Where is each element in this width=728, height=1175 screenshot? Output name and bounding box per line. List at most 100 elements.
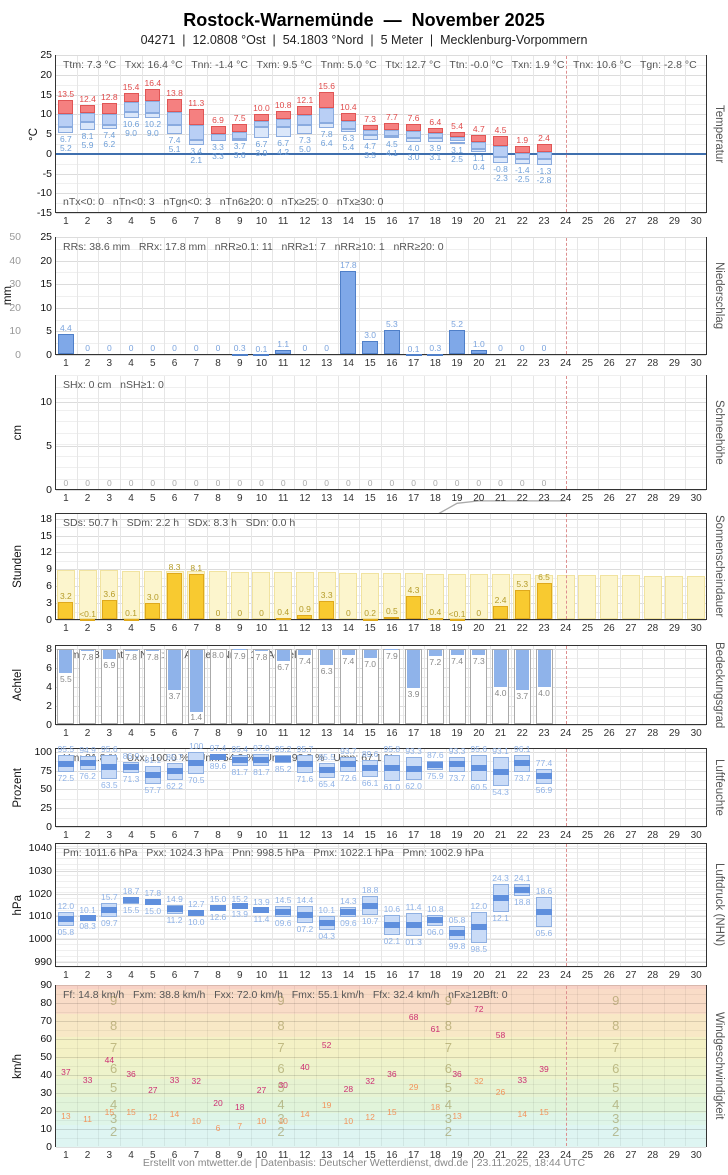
wind-gust-label: 37 <box>61 1067 71 1078</box>
gridline-v-day <box>402 646 404 724</box>
cloud-frame-bar <box>296 648 314 724</box>
temp-ground-label: 9.0 <box>125 128 137 139</box>
sunshine-bar <box>145 603 161 619</box>
beaufort-number: 8 <box>612 1017 620 1033</box>
luftdruck-side-text: Luftdruck (NHN) <box>713 863 725 947</box>
gridline-v-day <box>315 986 317 1146</box>
sunshine-label: 0.5 <box>385 606 398 617</box>
bedeckungsgrad-unit-text: Achtel <box>12 669 24 701</box>
day-label: 5 <box>150 728 156 739</box>
precip-bar <box>231 353 248 356</box>
luftdruck-unit-label: hPa <box>10 843 26 967</box>
luftdruck-min-label: 05.8 <box>57 927 75 938</box>
gridline-v-day <box>337 56 339 212</box>
wind-gust-label: 39 <box>539 1063 549 1074</box>
gridline-h-minor <box>56 1093 706 1094</box>
luftfeuchte-max-label: 93.3 <box>405 745 422 756</box>
daylength-bar <box>687 576 706 619</box>
snow-label: 0 <box>215 478 221 488</box>
gridline-v-day <box>120 514 122 619</box>
gridline-h-major <box>56 237 706 238</box>
day-label: 2 <box>84 623 91 634</box>
cloud-label: 4.0 <box>538 687 550 698</box>
daylength-bar <box>361 572 380 619</box>
cloud-fill-bar <box>428 649 442 657</box>
wind-mean-label: 7 <box>237 1121 243 1132</box>
wind-gust-label: 33 <box>517 1074 527 1085</box>
wind-mean-label: 10 <box>256 1116 267 1126</box>
cloud-fill-bar <box>363 649 377 659</box>
sunshine-bar <box>58 601 74 619</box>
sunshine-label: 3.2 <box>59 590 72 601</box>
gridline-v-day <box>337 646 339 724</box>
day-label: 15 <box>364 623 376 634</box>
luftdruck-mean-band <box>101 907 118 914</box>
sunshine-bar <box>493 606 509 619</box>
day-label: 9 <box>236 970 243 981</box>
temp-ground-label: 3.1 <box>429 151 442 162</box>
daylength-bar <box>600 575 619 619</box>
luftfeuchte-mean-band <box>296 761 313 768</box>
gridline-v-day <box>576 238 578 354</box>
temp-ground-label: 4.2 <box>277 147 290 158</box>
precip-label: 0.3 <box>233 342 246 353</box>
gridline-v-day <box>163 514 165 619</box>
temp-ground-label: 2.5 <box>451 153 463 164</box>
day-label: 22 <box>516 623 528 634</box>
luftfeuchte-max-label: 77.4 <box>535 757 553 768</box>
day-label: 21 <box>494 216 507 227</box>
cloud-label: 7.2 <box>429 657 442 668</box>
luftdruck-mean-band <box>231 903 248 910</box>
gridline-v-day <box>76 749 78 826</box>
day-label: 30 <box>690 1150 702 1161</box>
day-label: 14 <box>342 493 354 504</box>
precip-bar <box>449 330 466 354</box>
wind-mean-label: 32 <box>474 1076 484 1087</box>
temp-ground-label: 5.0 <box>299 144 311 154</box>
gridline-v-day <box>76 646 78 724</box>
panel-lines <box>55 985 707 1147</box>
day-label: 1 <box>63 1150 69 1161</box>
snow-label: 0 <box>519 478 525 488</box>
gridline-v-day <box>381 56 382 212</box>
luftfeuchte-max-label: 89.6 <box>361 748 379 759</box>
temp-min-label: 3.7 <box>233 140 246 151</box>
gridline-v-day <box>337 749 339 826</box>
gridline-v-day <box>381 844 382 966</box>
temp-max-bar <box>58 100 74 114</box>
day-label: 6 <box>171 216 178 227</box>
cloud-fill-bar <box>472 649 486 656</box>
day-label: 10 <box>255 1150 268 1161</box>
day-label: 28 <box>647 830 659 841</box>
luftdruck-max-label: 18.7 <box>122 885 140 896</box>
cloud-label: 3.7 <box>168 690 181 701</box>
day-label: 24 <box>560 728 572 739</box>
gridline-v-day <box>424 56 426 212</box>
gridline-v-day <box>228 376 230 489</box>
day-label: 25 <box>581 216 594 227</box>
temp-ground-bar <box>80 121 96 131</box>
cloud-label: 4.0 <box>494 687 507 698</box>
cloud-frame-bar <box>79 648 97 724</box>
temp-ground-label: 3.6 <box>233 149 246 160</box>
beaufort-number: 8 <box>277 1017 285 1033</box>
temp-min-label: 8.1 <box>81 131 94 142</box>
day-label: 29 <box>668 970 680 981</box>
gridline-h-minor <box>56 985 706 986</box>
luftfeuchte-min-label: 60.5 <box>470 782 488 793</box>
gridline-v-day <box>554 514 556 619</box>
sunshine-label: 0 <box>346 608 351 618</box>
luftfeuchte-min-label: 81.7 <box>231 766 248 777</box>
day-label: 13 <box>321 623 333 634</box>
day-label: 1 <box>63 493 69 504</box>
luftfeuchte-min-label: 75.9 <box>427 770 444 781</box>
cloud-frame-bar <box>274 648 292 724</box>
temp-ground-bar <box>145 113 161 119</box>
luftdruck-mean-band <box>492 894 509 901</box>
luftdruck-min-label: 98.5 <box>470 943 488 954</box>
day-label: 15 <box>364 970 376 981</box>
day-label: 4 <box>128 970 134 981</box>
day-label: 18 <box>429 830 441 841</box>
gridline-v-day <box>272 646 274 724</box>
gridline-v-day <box>250 844 252 966</box>
